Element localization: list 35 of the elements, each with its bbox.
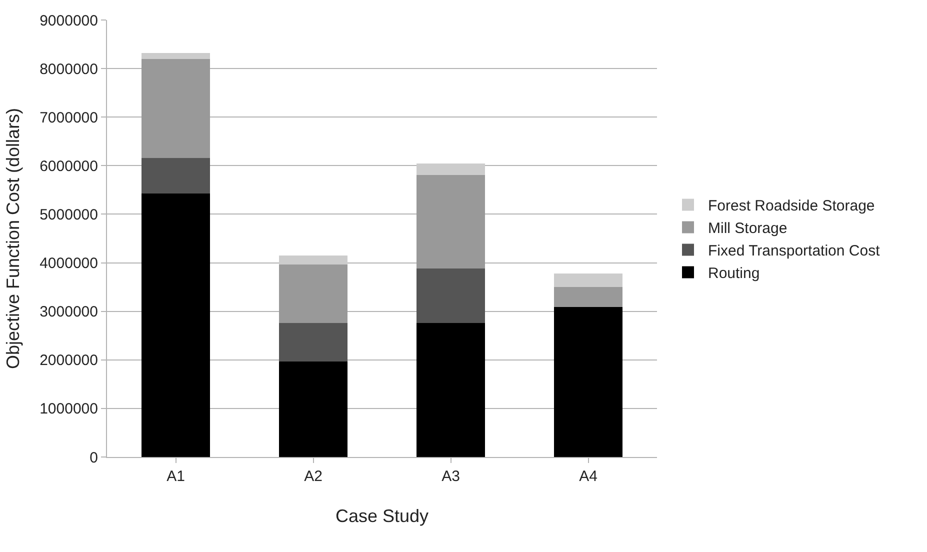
bar (141, 58, 210, 158)
legend-label: Forest Roadside Storage (708, 198, 875, 215)
bar (141, 158, 210, 194)
y-tick-label: 7000000 (40, 109, 98, 126)
bar (554, 273, 623, 288)
y-tick-label: 6000000 (40, 158, 98, 175)
bar (278, 322, 348, 362)
bar (278, 361, 348, 457)
bar (141, 53, 210, 59)
bar (416, 268, 486, 323)
bar (416, 164, 486, 175)
y-tick-label: 1000000 (40, 400, 98, 418)
bar (416, 322, 486, 457)
bar (416, 174, 486, 269)
y-tick-label: 5000000 (40, 206, 98, 224)
bar (554, 306, 623, 457)
legend-label: Mill Storage (708, 220, 788, 238)
y-tick-label: 8000000 (40, 60, 98, 78)
legend-label: Routing (708, 265, 760, 282)
x-tick-label: A4 (579, 468, 598, 485)
x-tick-label: A1 (166, 468, 185, 485)
y-axis-title: Objective Function Cost (dollars) (2, 108, 23, 370)
x-tick-label: A3 (442, 468, 460, 485)
y-tick-label: 2000000 (40, 352, 98, 370)
bar (278, 255, 348, 265)
legend-label: Fixed Transportation Cost (708, 242, 881, 260)
x-tick-label: A2 (304, 468, 322, 485)
y-tick-label: 3000000 (40, 304, 98, 321)
y-tick-label: 4000000 (40, 255, 98, 272)
x-axis-title: Case Study (335, 506, 429, 526)
bar (278, 264, 348, 323)
y-tick-label: 0 (90, 449, 98, 466)
y-tick-label: 9000000 (40, 12, 98, 30)
bar (141, 193, 210, 457)
bar (554, 287, 623, 307)
